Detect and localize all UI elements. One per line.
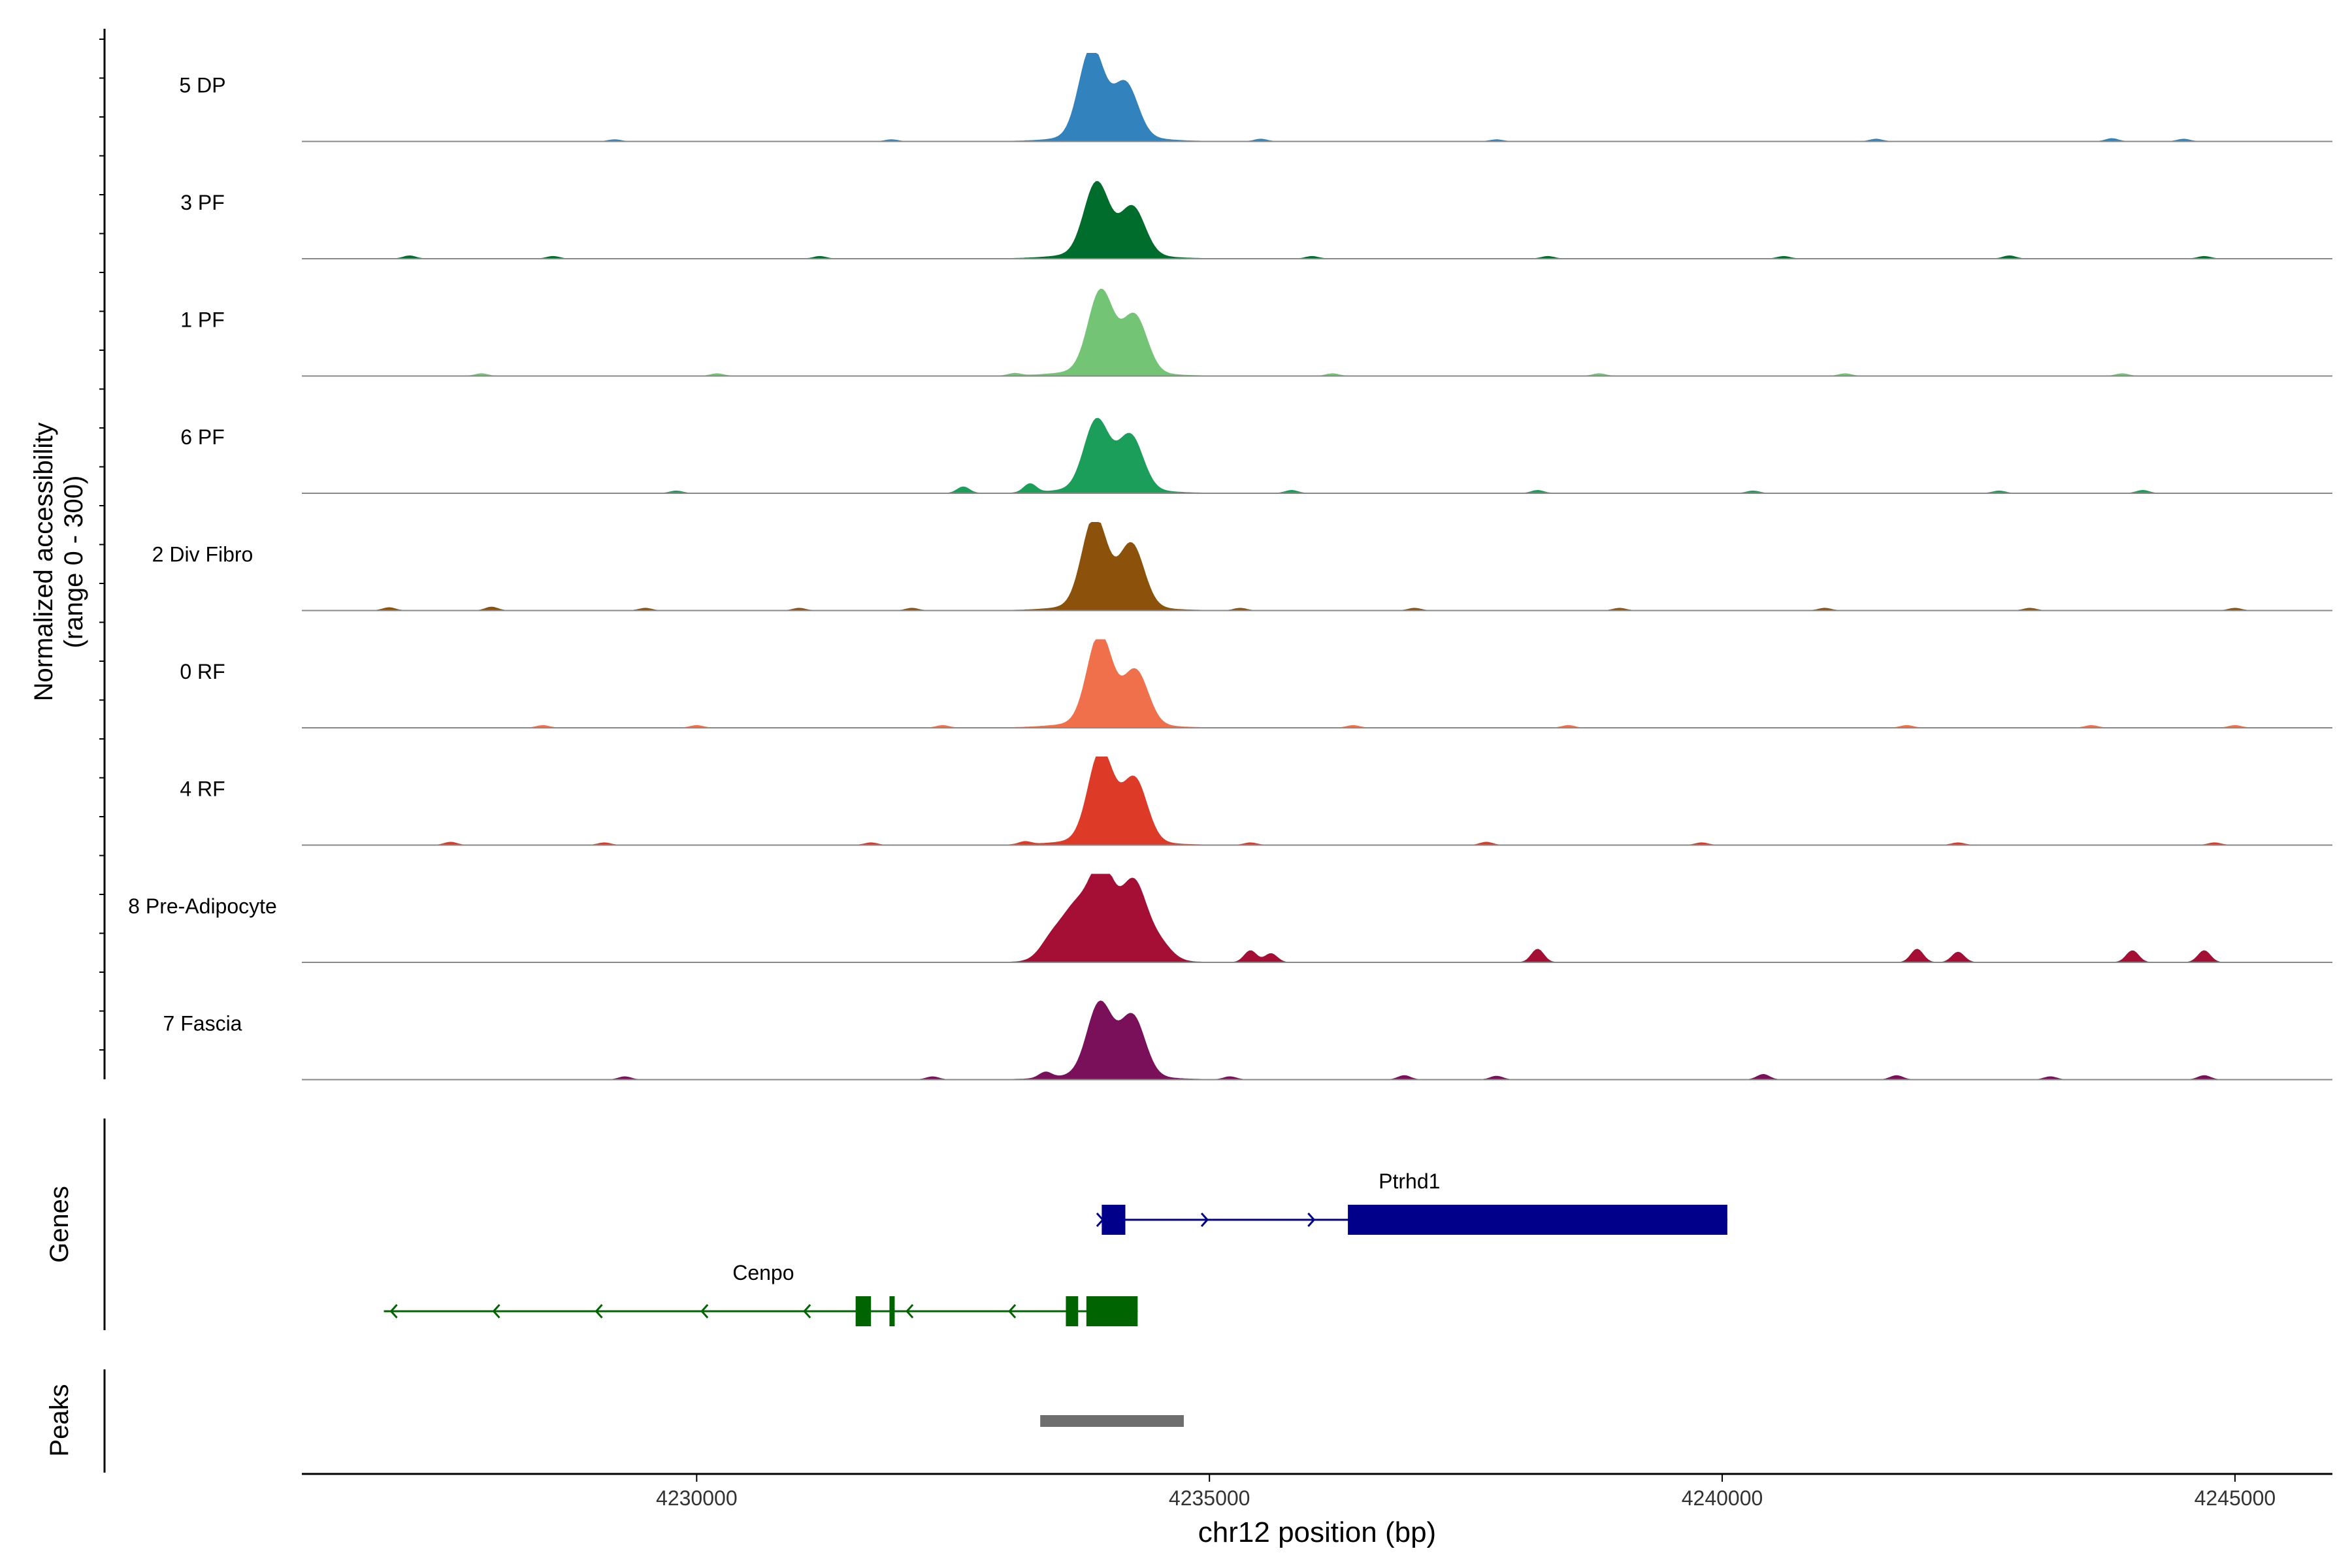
coverage-area xyxy=(302,874,2332,963)
strand-arrow xyxy=(1008,1303,1017,1319)
strand-arrow xyxy=(1200,1212,1209,1228)
strand-arrow xyxy=(492,1303,500,1319)
x-tick-label: 4230000 xyxy=(656,1486,738,1510)
track-label: 5 DP xyxy=(179,74,225,97)
y-axis-label: Normalized accessibility xyxy=(29,423,58,702)
track-4: 2 Div Fibro xyxy=(152,522,2332,612)
track-label: 6 PF xyxy=(180,425,225,449)
strand-arrow xyxy=(1307,1212,1316,1228)
track-label: 3 PF xyxy=(180,191,225,214)
track-label: 2 Div Fibro xyxy=(152,543,253,566)
track-label: 1 PF xyxy=(180,308,225,332)
track-0: 5 DP xyxy=(179,53,2332,142)
y-axis xyxy=(99,29,106,1079)
strand-arrow xyxy=(803,1303,811,1319)
gene-exon xyxy=(889,1296,895,1326)
track-3: 6 PF xyxy=(180,417,2332,494)
track-6: 4 RF xyxy=(180,757,2332,846)
x-tick-label: 4240000 xyxy=(1682,1486,1763,1510)
gene-name-label: Ptrhd1 xyxy=(1379,1169,1440,1193)
coverage-area xyxy=(302,1000,2332,1080)
peaks-panel-label: Peaks xyxy=(45,1384,74,1456)
gene-exon xyxy=(1086,1296,1138,1326)
gene-exon xyxy=(1348,1205,1727,1235)
x-tick-label: 4245000 xyxy=(2195,1486,2276,1510)
track-label: 8 Pre-Adipocyte xyxy=(128,894,277,918)
track-2: 1 PF xyxy=(180,288,2332,377)
peaks-panel: Peaks xyxy=(45,1369,1184,1473)
strand-arrow xyxy=(595,1303,603,1319)
track-label: 4 RF xyxy=(180,777,225,801)
coverage-area xyxy=(302,757,2332,845)
y-axis-range-label: (range 0 - 300) xyxy=(59,476,88,649)
coverage-area xyxy=(302,181,2332,259)
gene-ptrhd1: Ptrhd1 xyxy=(1096,1169,1727,1235)
track-1: 3 PF xyxy=(180,181,2332,259)
strand-arrow xyxy=(389,1303,398,1319)
gene-cenpo: Cenpo xyxy=(384,1261,1138,1326)
strand-arrow xyxy=(700,1303,709,1319)
coverage-area xyxy=(302,417,2332,494)
genes-panel-label: Genes xyxy=(45,1186,74,1263)
peak-region xyxy=(1040,1415,1184,1427)
strand-arrow xyxy=(906,1303,914,1319)
track-label: 7 Fascia xyxy=(163,1012,242,1036)
x-axis-label: chr12 position (bp) xyxy=(1198,1516,1436,1548)
gene-annotation-panel: Genes Ptrhd1 Cenpo xyxy=(45,1119,1727,1330)
gene-exon xyxy=(855,1296,872,1326)
gene-exon xyxy=(1066,1296,1079,1326)
track-7: 8 Pre-Adipocyte xyxy=(128,874,2332,963)
coverage-area xyxy=(302,522,2332,611)
track-8: 7 Fascia xyxy=(163,1000,2332,1081)
gene-name-label: Cenpo xyxy=(732,1261,794,1284)
coverage-area xyxy=(302,639,2332,728)
x-axis: 4230000 4235000 4240000 4245000 chr12 positi… xyxy=(302,1473,2332,1548)
coverage-tracks: 5 DP 3 PF 1 PF 6 PF 2 Div Fibro 0 RF 4 RF 8 Pre… xyxy=(99,29,2332,1081)
track-5: 0 RF xyxy=(180,639,2332,728)
coverage-area xyxy=(302,53,2332,142)
track-label: 0 RF xyxy=(180,660,225,683)
coverage-area xyxy=(302,288,2332,376)
x-tick-label: 4235000 xyxy=(1169,1486,1250,1510)
gene-exon xyxy=(1102,1205,1126,1235)
